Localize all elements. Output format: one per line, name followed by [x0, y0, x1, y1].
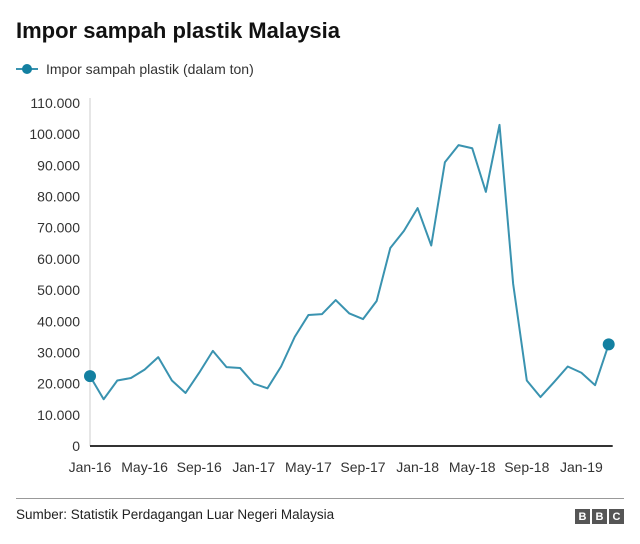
y-tick-label: 20.000 [37, 376, 80, 392]
y-tick-label: 70.000 [37, 220, 80, 236]
y-tick-label: 80.000 [37, 189, 80, 205]
x-tick-label: Sep-16 [177, 459, 222, 475]
chart-legend: Impor sampah plastik (dalam ton) [16, 61, 254, 77]
end-point-marker [84, 370, 96, 383]
chart-title: Impor sampah plastik Malaysia [16, 18, 341, 43]
bbc-logo-b2: B [592, 509, 607, 524]
legend-marker-icon [16, 64, 38, 74]
y-tick-label: 40.000 [37, 313, 80, 329]
x-tick-label: May-16 [121, 459, 168, 475]
x-tick-label: Sep-17 [340, 459, 385, 475]
y-tick-label: 110.000 [30, 95, 80, 111]
y-tick-label: 10.000 [37, 407, 80, 423]
x-tick-label: Jan-18 [396, 459, 439, 475]
legend-label: Impor sampah plastik (dalam ton) [46, 61, 254, 77]
x-tick-label: May-18 [449, 459, 496, 475]
footer-divider [16, 498, 624, 499]
x-tick-label: May-17 [285, 459, 332, 475]
bbc-logo-b1: B [575, 509, 590, 524]
y-tick-label: 30.000 [37, 344, 80, 360]
end-point-marker [602, 338, 615, 351]
x-tick-label: Jan-16 [69, 459, 112, 475]
x-tick-label: Sep-18 [504, 459, 549, 475]
bbc-logo: B B C [575, 509, 624, 524]
data-line [89, 123, 610, 401]
source-note: Sumber: Statistik Perdagangan Luar Neger… [16, 507, 335, 522]
bbc-logo-c: C [609, 509, 624, 524]
y-tick-label: 50.000 [37, 282, 80, 298]
x-tick-label: Jan-17 [232, 459, 275, 475]
x-tick-label: Jan-19 [560, 459, 603, 475]
y-tick-label: 100.000 [29, 126, 80, 142]
y-tick-label: 0 [72, 438, 80, 454]
y-tick-label: 90.000 [37, 157, 80, 173]
line-chart: 0 10.000 20.000 30.000 40.000 50.000 60.000 70.… [29, 95, 615, 475]
y-tick-label: 60.000 [37, 251, 80, 267]
